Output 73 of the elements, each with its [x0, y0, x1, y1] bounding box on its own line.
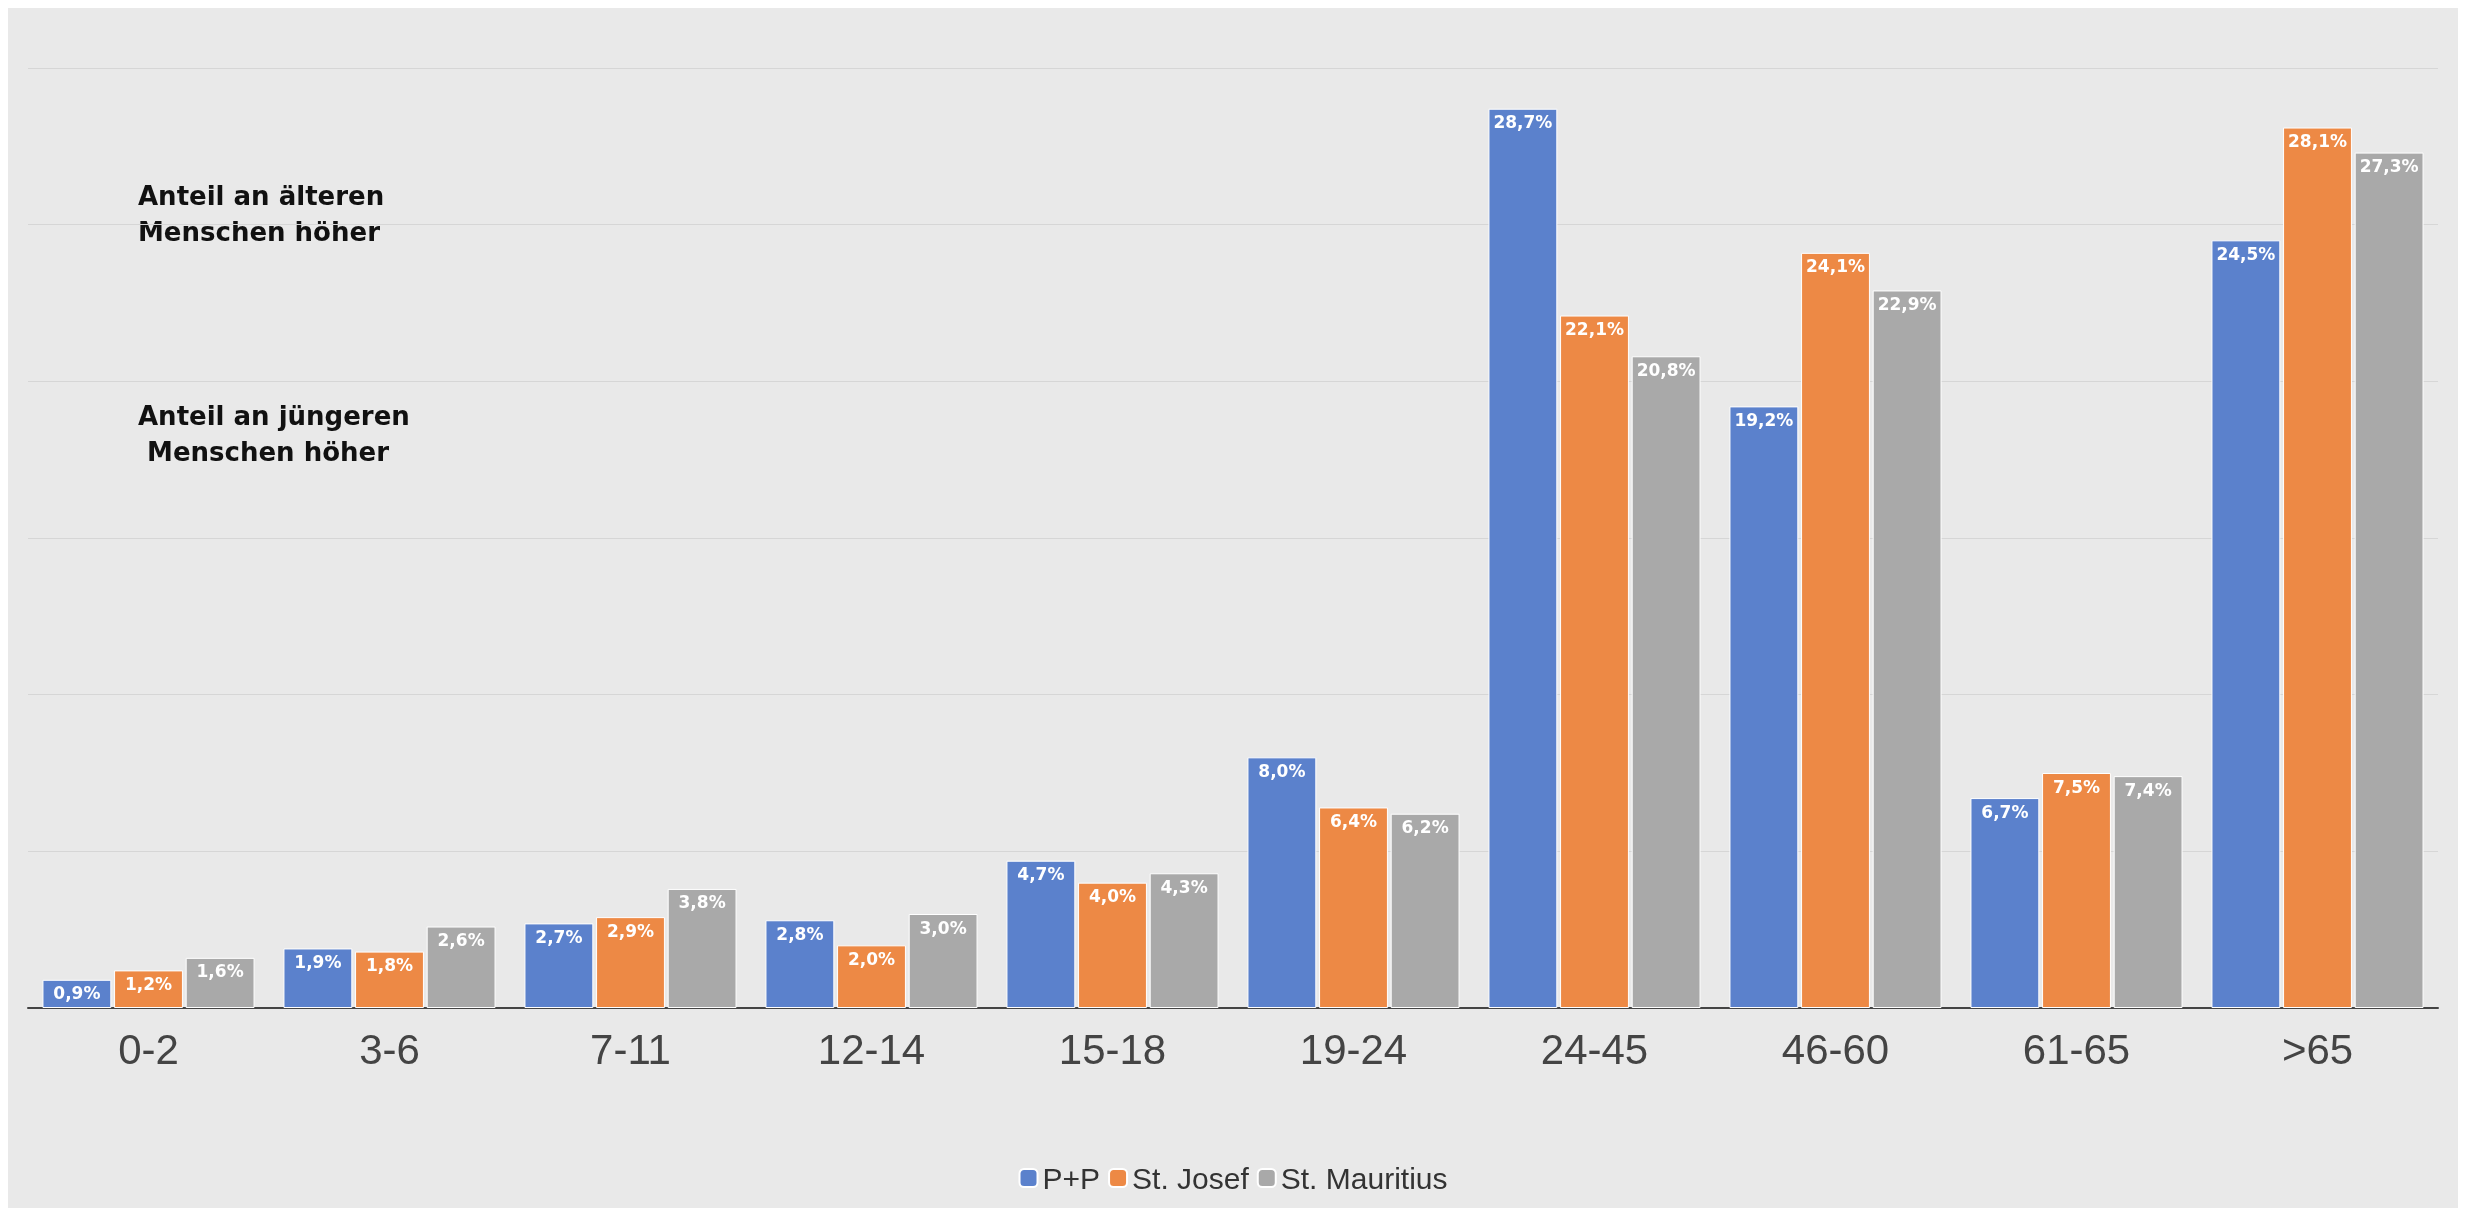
bar — [1149, 873, 1219, 1008]
bar — [2354, 152, 2424, 1008]
data-label: 1,9% — [294, 951, 342, 972]
data-label: 20,8% — [1636, 359, 1696, 380]
data-label: 2,0% — [847, 948, 896, 969]
x-tick-label: 19-24 — [1299, 1025, 1408, 1073]
x-tick-label: 15-18 — [1058, 1025, 1167, 1073]
data-label: 27,3% — [2359, 156, 2419, 177]
data-label: 1,6% — [196, 961, 244, 982]
bar — [1390, 813, 1460, 1008]
data-label: 19,2% — [1734, 409, 1794, 430]
bar — [2283, 127, 2352, 1008]
x-tick-label: 12-14 — [817, 1025, 926, 1073]
data-label: 2,9% — [606, 920, 655, 941]
bar — [1247, 757, 1317, 1008]
data-label: 1,2% — [124, 973, 173, 994]
bar — [283, 948, 353, 1008]
bar — [1970, 798, 2040, 1008]
data-label: 7,4% — [2124, 779, 2172, 800]
data-label: 2,7% — [535, 926, 583, 947]
data-label: 28,1% — [2288, 131, 2347, 152]
bar — [765, 920, 835, 1008]
bar — [837, 945, 906, 1008]
legend-label: St. Mauritius — [1280, 1161, 1448, 1195]
data-label: 24,1% — [1806, 256, 1865, 277]
bar — [2113, 776, 2183, 1008]
bar — [1560, 315, 1629, 1008]
bar — [1801, 252, 1870, 1008]
x-tick-label: 24-45 — [1540, 1025, 1649, 1073]
data-label: 7,5% — [2052, 776, 2101, 797]
x-tick-label: 3-6 — [359, 1025, 420, 1073]
bar — [524, 923, 594, 1008]
bar — [908, 914, 978, 1008]
bar — [1872, 290, 1942, 1008]
data-label: 2,6% — [437, 930, 485, 951]
annotation: Anteil an jüngeren Menschen höher — [138, 401, 410, 467]
data-label: 4,3% — [1160, 876, 1208, 897]
bar — [355, 951, 424, 1008]
data-label: 24,5% — [2216, 243, 2276, 264]
legend-label: St. Josef — [1132, 1161, 1250, 1195]
data-label: 22,9% — [1877, 293, 1937, 314]
bar — [1631, 356, 1701, 1008]
bar — [1006, 860, 1076, 1008]
bar — [2042, 773, 2111, 1008]
bar — [667, 888, 737, 1008]
bar — [2211, 240, 2281, 1008]
x-tick-label: 0-2 — [118, 1025, 179, 1073]
data-label: 6,7% — [1981, 801, 2029, 822]
data-label: 6,4% — [1329, 810, 1378, 831]
data-label: 8,0% — [1258, 760, 1306, 781]
legend-label: P+P — [1042, 1161, 1101, 1195]
bar — [1078, 882, 1147, 1008]
bar — [185, 957, 255, 1008]
data-label: 0,9% — [53, 983, 101, 1004]
bar — [1488, 108, 1558, 1008]
data-label: 3,8% — [678, 892, 726, 913]
x-tick-label: >65 — [2281, 1025, 2354, 1073]
x-tick-label: 46-60 — [1781, 1025, 1890, 1073]
data-label: 4,0% — [1088, 886, 1137, 907]
bar — [1319, 807, 1388, 1008]
data-label: 6,2% — [1401, 817, 1449, 838]
data-label: 2,8% — [776, 923, 824, 944]
data-label: 3,0% — [919, 917, 967, 938]
bar — [426, 926, 496, 1008]
x-tick-label: 61-65 — [2022, 1025, 2131, 1073]
bar — [1729, 406, 1799, 1008]
bar — [596, 917, 665, 1008]
x-tick-label: 7-11 — [590, 1025, 671, 1073]
data-label: 1,8% — [365, 955, 414, 976]
data-label: 22,1% — [1565, 319, 1624, 340]
annotation: Anteil an älteren Menschen höher — [138, 181, 394, 247]
data-label: 28,7% — [1493, 112, 1553, 133]
data-label: 4,7% — [1017, 864, 1065, 885]
